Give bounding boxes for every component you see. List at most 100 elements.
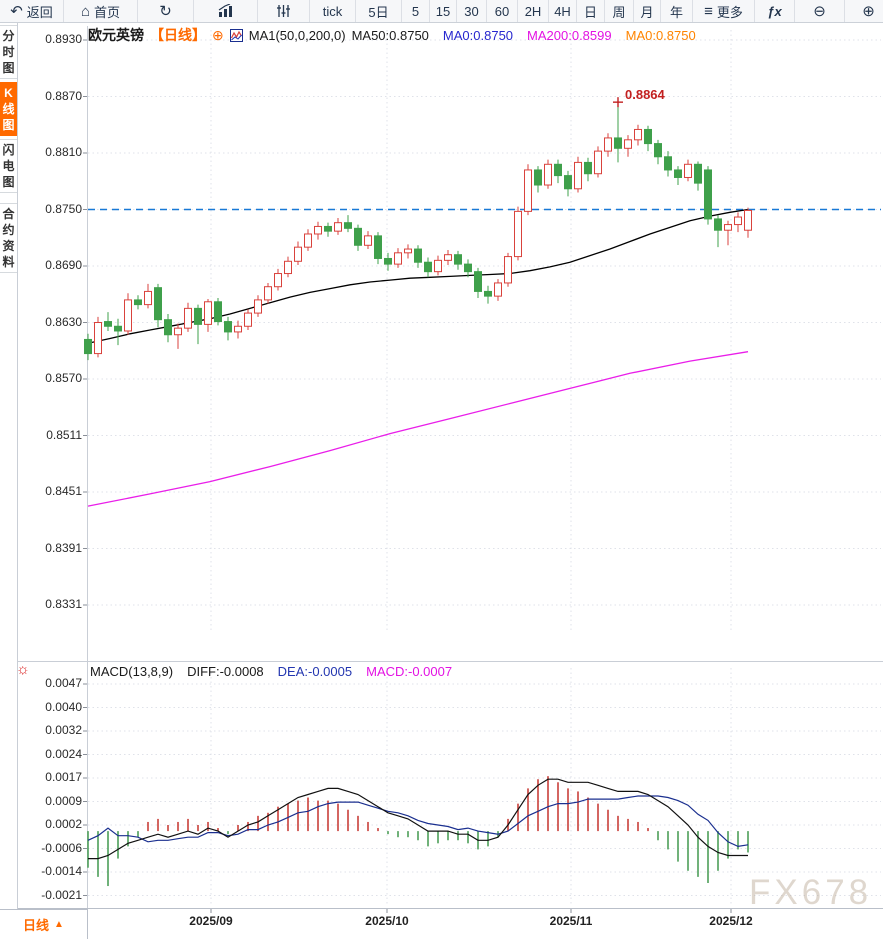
period-selector-label: 日线 [23,918,50,933]
toolbar-hour2-button[interactable]: 2H [518,0,549,22]
zoom-in-icon: ⊕ [862,2,875,20]
ma-settings-label: MA1(50,0,200,0) [248,27,346,43]
triangle-up-icon: ▲ [54,919,64,930]
toolbar-home-button[interactable]: ⌂ 首页 [64,0,138,22]
price-axis-label: 0.8630 [45,314,82,329]
toolbar-hour4-label: 4H [554,3,571,19]
macd-axis-label: 0.0024 [45,746,82,761]
macd-axis-label: -0.0021 [41,887,82,902]
period-selector[interactable]: 日线 ▲ [0,909,88,939]
toolbar-fx-label: ƒx [767,3,782,19]
toolbar-back-button[interactable]: ↶ 返回 [0,0,64,22]
macd-axis-label: 0.0009 [45,793,82,808]
price-axis-label: 0.8451 [45,484,82,498]
toolbar-week-label: 周 [612,4,626,20]
toolbar-month-label: 月 [640,4,654,20]
sidebar-tab-char: 资 [2,239,15,253]
toolbar-hour2-label: 2H [524,3,542,19]
back-icon: ↶ [10,2,23,20]
price-axis-label: 0.8750 [45,201,82,216]
toolbar-year-label: 年 [669,4,683,20]
toolbar-hour4-button[interactable]: 4H [549,0,577,22]
toolbar-5day-label: 5日 [368,4,389,20]
macd-header: MACD(13,8,9) DIFF:-0.0008 DEA:-0.0005 MACD:… [90,664,452,680]
sidebar-tab-char: 线 [2,102,15,116]
toolbar-chart-type-button[interactable] [194,0,258,22]
toolbar-back-label: 返回 [26,4,53,20]
toolbar: ↶ 返回 ⌂ 首页 ↻ tick 5日 5 15 30 60 2H 4H 日周月年 ≡ 更多 ƒx ⊖ ⊕ [0,0,883,23]
sidebar-tab-char: 闪 [2,143,15,157]
toolbar-zoom-in-button[interactable]: ⊕ [845,0,883,22]
macd-axis-label: 0.0002 [45,817,82,831]
sidebar-tab-char: 时 [2,45,15,59]
indicator-settings-icon[interactable]: ☼ [16,661,30,678]
toolbar-min5-button[interactable]: 5 [402,0,430,22]
macd-legend-item: DEA:-0.0005 [277,664,353,679]
price-axis-label: 0.8810 [45,145,82,159]
toolbar-min60-label: 60 [494,3,510,19]
price-axis-label: 0.8870 [45,88,82,103]
zoom-out-icon: ⊖ [813,2,826,20]
ma-legend-item: MA200:0.8599 [527,27,612,43]
sidebar-tab-char: 合 [2,207,15,221]
time-axis-label: 2025/12 [709,914,753,928]
toolbar-fx-button[interactable]: ƒx [755,0,795,22]
toolbar-refresh-button[interactable]: ↻ [138,0,194,22]
macd-axis-label: -0.0014 [41,864,82,878]
ma-chart-icon [229,28,243,42]
toolbar-day-label: 日 [583,4,597,20]
toolbar-year-button[interactable]: 年 [661,0,693,22]
toolbar-more-button[interactable]: ≡ 更多 [693,0,755,22]
price-axis-label: 0.8331 [45,597,82,611]
sidebar-tab-char: 电 [2,159,15,173]
menu-icon: ≡ [704,2,713,20]
macd-axis-label: 0.0032 [45,723,82,737]
macd-legend-item: DIFF:-0.0008 [187,664,264,679]
macd-axis-label: -0.0006 [41,840,82,855]
toolbar-day-button[interactable]: 日 [577,0,605,22]
refresh-icon: ↻ [159,2,172,20]
toolbar-week-button[interactable]: 周 [605,0,634,22]
toolbar-min5-label: 5 [411,3,420,19]
toolbar-min15-button[interactable]: 15 [430,0,457,22]
price-axis-label: 0.8391 [45,540,82,555]
toolbar-zoom-out-button[interactable]: ⊖ [795,0,845,22]
period-tag: 【日线】 [150,27,206,43]
macd-axis-label: 0.0017 [45,770,82,784]
ma-legend-item: MA50:0.8750 [351,27,429,43]
toolbar-min30-button[interactable]: 30 [457,0,487,22]
price-axis-label: 0.8570 [45,371,82,385]
sidebar-tab-char: 图 [2,175,15,189]
toolbar-home-label: 首页 [94,4,121,20]
peak-price-annotation: 0.8864 [625,87,665,102]
ma-legend-item: MA0:0.8750 [625,27,696,43]
sidebar-tab-contract-info[interactable]: 合约资料 [0,203,17,273]
toolbar-tick-label: tick [322,3,343,19]
ma-legend: MA50:0.8750 MA0:0.8750 MA200:0.8599 MA0:0.8… [352,28,696,43]
sidebar-tab-time-chart[interactable]: 分时图 [0,25,17,79]
macd-axis-label: 0.0040 [45,699,82,714]
price-axis-label: 0.8690 [45,258,82,272]
price-axis-label: 0.8930 [45,32,82,46]
time-axis-label: 2025/09 [189,914,233,928]
price-axis-label: 0.8511 [46,427,82,442]
toolbar-indicators-button[interactable] [258,0,310,22]
toolbar-tick-button[interactable]: tick [310,0,356,22]
toolbar-5day-button[interactable]: 5日 [356,0,402,22]
sidebar-tab-lightning-chart[interactable]: 闪电图 [0,139,17,193]
main-chart-header: 欧元英镑 【日线】 ⊕ MA1(50,0,200,0) MA50:0.8750 MA… [88,26,696,44]
toolbar-month-button[interactable]: 月 [634,0,661,22]
toolbar-min60-button[interactable]: 60 [487,0,518,22]
circle-plus-icon[interactable]: ⊕ [212,26,224,43]
macd-legend-item: MACD:-0.0007 [366,664,453,679]
sidebar-tab-char: K [4,86,13,100]
time-axis-label: 2025/11 [549,914,593,928]
sidebar-tab-char: 分 [2,29,15,43]
home-icon: ⌂ [80,2,91,20]
toolbar-more-label: 更多 [716,4,743,20]
time-axis-label: 2025/10 [365,914,409,928]
sidebar-tab-char: 料 [2,255,15,269]
